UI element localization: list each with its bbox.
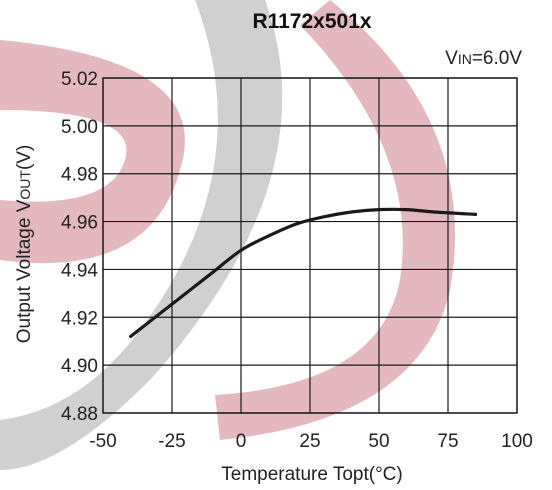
- watermark-red-arc-left: [0, 40, 185, 264]
- x-tick-label: 25: [299, 431, 320, 452]
- x-tick-label: 75: [437, 431, 458, 452]
- watermark-red-arc-right: [215, 0, 455, 440]
- x-tick-label: 50: [368, 431, 389, 452]
- y-tick-label: 4.96: [61, 213, 98, 234]
- y-tick-label: 4.90: [61, 356, 98, 377]
- x-tick-label: 0: [236, 431, 247, 452]
- x-tick-label: -25: [158, 431, 185, 452]
- watermark-gray-arc: [0, 0, 283, 470]
- y-tick-label: 4.94: [61, 260, 98, 281]
- y-tick-labels: 5.02 5.00 4.98 4.96 4.94 4.92 4.90 4.88: [61, 69, 98, 425]
- condition-label: VIN=6.0V: [445, 48, 522, 69]
- plot-frame: [102, 77, 518, 414]
- series-group: [129, 207, 478, 339]
- y-tick-label: 5.02: [61, 69, 98, 90]
- y-tick-label: 4.88: [61, 404, 98, 425]
- chart-title: R1172x501x: [252, 10, 371, 33]
- x-tick-label: -50: [89, 431, 116, 452]
- series-line: [129, 207, 478, 339]
- y-tick-label: 5.00: [61, 117, 98, 138]
- watermark: [0, 0, 455, 470]
- x-tick-label: 100: [501, 431, 533, 452]
- y-axis-label: Output Voltage VOUT(V): [14, 145, 35, 344]
- y-tick-label: 4.98: [61, 165, 98, 186]
- x-axis-label: Temperature Topt(°C): [221, 464, 402, 485]
- y-tick-label: 4.92: [61, 308, 98, 329]
- x-tick-labels: -50 -25 0 25 50 75 100: [89, 431, 533, 452]
